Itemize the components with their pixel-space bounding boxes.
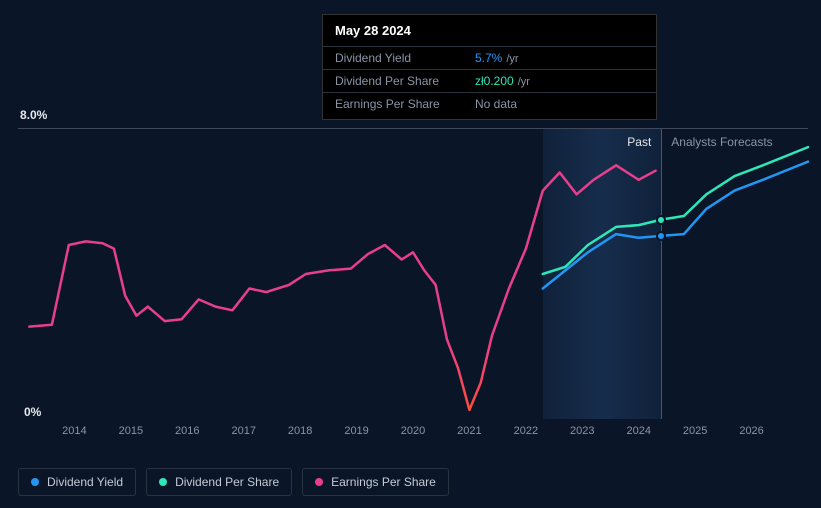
x-tick: 2020: [401, 425, 425, 437]
x-tick: 2017: [231, 425, 255, 437]
marker-dividend-per-share: [656, 215, 666, 225]
x-tick: 2015: [119, 425, 143, 437]
legend-label: Dividend Yield: [47, 475, 123, 489]
legend-swatch: [31, 478, 39, 486]
tooltip-row: Earnings Per Share No data: [323, 93, 656, 119]
chart-lines-svg: [18, 129, 808, 419]
x-tick: 2025: [683, 425, 707, 437]
x-tick: 2024: [626, 425, 650, 437]
chart-tooltip: May 28 2024 Dividend Yield 5.7% /yr Divi…: [322, 14, 657, 120]
x-tick: 2023: [570, 425, 594, 437]
x-tick: 2014: [62, 425, 86, 437]
legend-label: Dividend Per Share: [175, 475, 279, 489]
legend-item-dividend-yield[interactable]: Dividend Yield: [18, 468, 136, 496]
tooltip-row-label: Dividend Yield: [335, 51, 475, 65]
tooltip-row-label: Earnings Per Share: [335, 97, 475, 111]
x-tick: 2018: [288, 425, 312, 437]
x-tick: 2019: [344, 425, 368, 437]
x-tick: 2026: [739, 425, 763, 437]
tooltip-row-value: No data: [475, 97, 517, 111]
legend-swatch: [159, 478, 167, 486]
legend-label: Earnings Per Share: [331, 475, 436, 489]
x-tick: 2021: [457, 425, 481, 437]
legend-item-earnings-per-share[interactable]: Earnings Per Share: [302, 468, 449, 496]
x-axis: 2014 2015 2016 2017 2018 2019 2020 2021 2022 2023…: [18, 425, 808, 445]
region-label-past: Past: [627, 135, 651, 149]
chart-plot-area: Past Analysts Forecasts: [18, 128, 808, 418]
tooltip-row-label: Dividend Per Share: [335, 74, 475, 88]
tooltip-row-value: 5.7%: [475, 51, 502, 65]
y-max-label: 8.0%: [20, 108, 47, 122]
line-dividend-per-share: [543, 147, 808, 274]
line-earnings-per-share: [29, 165, 655, 410]
x-tick: 2016: [175, 425, 199, 437]
region-label-forecast: Analysts Forecasts: [671, 135, 772, 149]
line-dividend-yield: [543, 162, 808, 289]
x-tick: 2022: [514, 425, 538, 437]
marker-dividend-yield: [656, 231, 666, 241]
tooltip-row-unit: /yr: [506, 53, 518, 65]
y-min-label: 0%: [24, 405, 41, 419]
tooltip-date: May 28 2024: [323, 15, 656, 47]
tooltip-row-unit: /yr: [518, 76, 530, 88]
legend-item-dividend-per-share[interactable]: Dividend Per Share: [146, 468, 292, 496]
tooltip-row: Dividend Per Share zł0.200 /yr: [323, 70, 656, 93]
tooltip-row: Dividend Yield 5.7% /yr: [323, 47, 656, 70]
legend-swatch: [315, 478, 323, 486]
tooltip-row-value: zł0.200: [475, 74, 514, 88]
chart-legend: Dividend Yield Dividend Per Share Earnin…: [18, 468, 449, 496]
